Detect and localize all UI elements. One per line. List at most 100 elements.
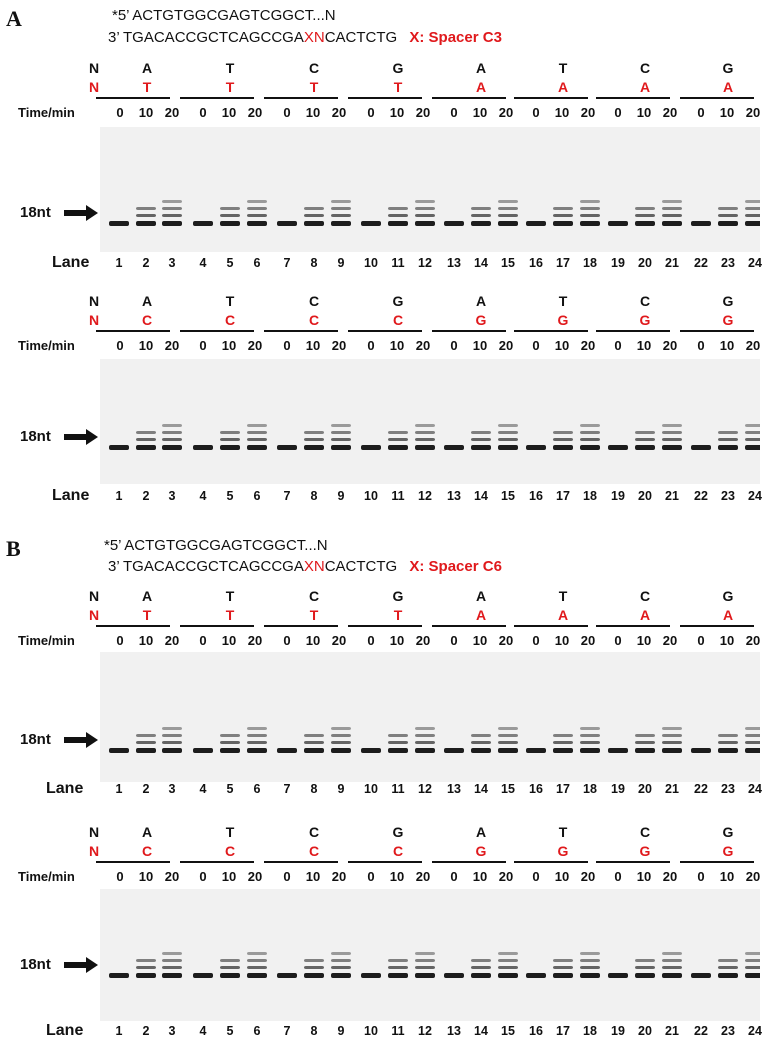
gel-band <box>662 973 682 978</box>
sequence-top-a: *5’ ACTGTGGCGAGTCGGCT...N <box>112 7 336 24</box>
group-underline <box>680 97 754 99</box>
gel-band <box>444 748 464 753</box>
gel-band <box>388 973 408 978</box>
gel-band <box>388 966 408 969</box>
gel-band <box>471 734 491 737</box>
lane-number: 13 <box>447 782 461 796</box>
gel-band <box>471 973 491 978</box>
gel-band <box>247 207 267 210</box>
lane-number: 19 <box>611 782 625 796</box>
time-point: 20 <box>745 869 761 884</box>
time-point: 20 <box>662 338 678 353</box>
gel-band <box>388 221 408 226</box>
lane-number: 3 <box>168 1024 176 1038</box>
time-point: 10 <box>554 869 570 884</box>
time-point: 20 <box>498 633 514 648</box>
gel-band <box>580 221 600 226</box>
group-underline <box>514 861 588 863</box>
lane-number: 12 <box>418 489 432 503</box>
group-label-red: T <box>142 607 152 623</box>
lane-number: 12 <box>418 256 432 270</box>
lane-number: 23 <box>721 1024 735 1038</box>
gel-bands <box>109 952 760 978</box>
lane-number: 15 <box>501 1024 515 1038</box>
gel-band <box>277 221 297 226</box>
gel-band <box>745 214 760 217</box>
gel-band <box>662 200 682 203</box>
lane-number: 3 <box>168 782 176 796</box>
gel-band <box>580 741 600 744</box>
lane-number: 15 <box>501 782 515 796</box>
lane-number: 19 <box>611 256 625 270</box>
row-label-n-red: N <box>88 607 100 623</box>
gel-band <box>388 959 408 962</box>
lane-number: 20 <box>638 1024 652 1038</box>
group-label-red: A <box>557 79 569 95</box>
gel-band <box>277 748 297 753</box>
time-point: 10 <box>719 105 735 120</box>
gel-band <box>580 966 600 969</box>
gel-band <box>331 438 351 441</box>
gel-band <box>415 973 435 978</box>
gel-band <box>553 959 573 962</box>
lane-number: 16 <box>529 1024 543 1038</box>
time-point: 20 <box>247 338 263 353</box>
time-point: 0 <box>697 338 705 353</box>
time-point: 20 <box>164 338 180 353</box>
gel-band <box>635 748 655 753</box>
time-point: 10 <box>472 633 488 648</box>
time-point: 0 <box>532 105 540 120</box>
time-point: 10 <box>221 869 237 884</box>
gel-band <box>136 748 156 753</box>
group-label-top: C <box>639 824 651 840</box>
group-label-red: A <box>722 607 734 623</box>
gel-band <box>635 966 655 969</box>
gel-band <box>635 445 655 450</box>
gel-band <box>220 741 240 744</box>
group-label-top: A <box>141 588 153 604</box>
lane-number: 6 <box>253 1024 261 1038</box>
gel-band <box>331 952 351 955</box>
gel-band <box>662 727 682 730</box>
time-point: 0 <box>532 338 540 353</box>
gel-band <box>193 445 213 450</box>
time-point: 20 <box>247 869 263 884</box>
gel-band <box>635 207 655 210</box>
time-point: 0 <box>199 105 207 120</box>
lane-number: 2 <box>142 256 150 270</box>
lane-number: 23 <box>721 489 735 503</box>
time-point: 20 <box>662 869 678 884</box>
group-label-top: A <box>475 824 487 840</box>
gel-band <box>745 959 760 962</box>
lane-number: 20 <box>638 256 652 270</box>
lane-number: 5 <box>226 489 234 503</box>
lane-number: 22 <box>694 256 708 270</box>
time-point: 10 <box>472 105 488 120</box>
gel-band <box>331 727 351 730</box>
time-point: 20 <box>580 105 596 120</box>
lane-number: 22 <box>694 489 708 503</box>
gel-band <box>247 221 267 226</box>
gel-band <box>415 959 435 962</box>
time-point: 0 <box>367 869 375 884</box>
gel-band <box>304 431 324 434</box>
gel-image <box>100 889 760 1021</box>
gel-band <box>745 438 760 441</box>
time-point: 0 <box>697 869 705 884</box>
lane-number: 11 <box>391 1024 405 1038</box>
group-underline <box>348 97 422 99</box>
time-point: 10 <box>719 869 735 884</box>
time-point: 10 <box>636 105 652 120</box>
group-label-top: T <box>225 824 235 840</box>
lane-number: 24 <box>748 1024 762 1038</box>
gel-band <box>718 431 738 434</box>
group-label-top: G <box>722 60 734 76</box>
time-point: 20 <box>331 633 347 648</box>
gel-band <box>304 959 324 962</box>
gel-band <box>498 727 518 730</box>
group-underline <box>264 625 338 627</box>
lane-number: 16 <box>529 489 543 503</box>
lane-number: 22 <box>694 1024 708 1038</box>
gel-band <box>331 973 351 978</box>
gel-band <box>220 973 240 978</box>
